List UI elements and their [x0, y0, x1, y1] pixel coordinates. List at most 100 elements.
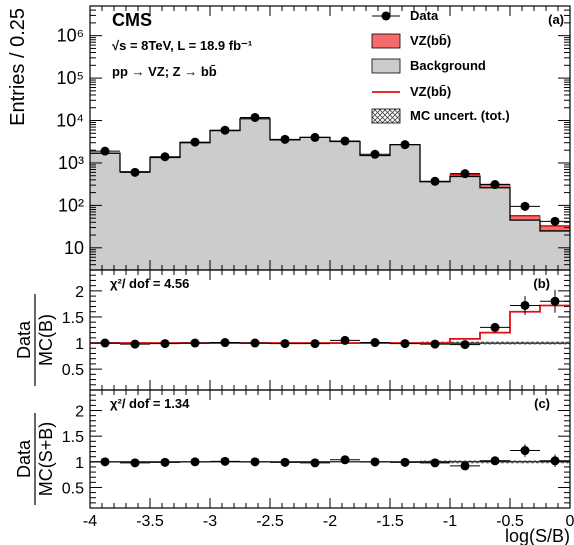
background-bar	[480, 187, 510, 270]
ytick-label: 1.5	[62, 429, 84, 446]
ratio-point	[340, 455, 350, 465]
ytick-label-a: 10⁶	[57, 26, 84, 46]
xtick-label: -2.5	[256, 513, 284, 530]
ratio-point	[370, 338, 380, 348]
legend-entry: VZ(bb̄)	[410, 33, 451, 48]
xtick-label: -0.5	[496, 513, 524, 530]
data-point	[370, 149, 380, 159]
ratio-point	[460, 340, 470, 350]
background-bar	[540, 230, 570, 270]
panel-tag-a: (a)	[548, 12, 564, 27]
xlabel: log(S/B)	[505, 526, 570, 545]
ylabel-a: Entries / 0.25	[7, 8, 29, 126]
ytick-label: 1	[75, 455, 84, 472]
xtick-label: -4	[83, 513, 97, 530]
background-bar	[150, 157, 180, 270]
xtick-label: -2	[323, 513, 337, 530]
ytick-label: 0.5	[62, 362, 84, 379]
ratio-point	[100, 457, 110, 467]
panel-tag: (c)	[534, 396, 550, 411]
ratio-point	[310, 339, 320, 349]
background-bar	[450, 176, 480, 270]
ratio-point	[520, 300, 530, 310]
data-point	[430, 176, 440, 186]
background-bar	[210, 130, 240, 270]
chi2-annotation: χ²/ dof = 1.34	[110, 396, 190, 411]
background-bar	[180, 142, 210, 270]
data-point	[520, 201, 530, 211]
legend-entry: Background	[410, 58, 486, 73]
xtick-label: -1.5	[376, 513, 404, 530]
ratio-point	[460, 461, 470, 471]
ytick-label-a: 10⁴	[56, 111, 84, 131]
data-point	[250, 112, 260, 122]
data-point	[310, 132, 320, 142]
ratio-point	[130, 458, 140, 468]
data-point	[490, 180, 500, 190]
ytick-label: 1.5	[62, 310, 84, 327]
ylabel-denominator: MC(B)	[36, 314, 56, 366]
legend-entry: MC uncert. (tot.)	[410, 108, 510, 123]
legend-uncert-swatch	[371, 108, 401, 124]
data-point	[220, 125, 230, 135]
ratio-point	[310, 458, 320, 468]
ratio-point	[520, 446, 530, 456]
ratio-point	[250, 457, 260, 467]
ytick-label-a: 10	[64, 238, 84, 258]
ylabel-numerator: Data	[14, 439, 34, 478]
ratio-point	[160, 457, 170, 467]
data-point	[100, 146, 110, 156]
process-label: pp → VZ; Z → bb̄	[112, 64, 217, 79]
background-bar	[360, 155, 390, 270]
background-bar	[420, 181, 450, 270]
signal-bar	[539, 225, 571, 232]
ratio-point	[250, 338, 260, 348]
background-bar	[240, 118, 270, 270]
ratio-point	[550, 296, 560, 306]
background-bar	[270, 139, 300, 270]
ratio-point	[100, 338, 110, 348]
ylabel-denominator: MC(S+B)	[36, 422, 56, 497]
background-outline	[90, 118, 570, 232]
data-point	[280, 134, 290, 144]
ytick-label: 0.5	[62, 480, 84, 497]
ratio-point	[490, 322, 500, 332]
legend-data-marker	[381, 11, 391, 21]
ratio-point	[340, 335, 350, 345]
ratio-point	[220, 338, 230, 348]
background-bar	[300, 137, 330, 270]
background-bar	[120, 171, 150, 270]
data-point	[460, 169, 470, 179]
ytick-label-a: 10²	[58, 195, 84, 215]
ratio-point	[400, 457, 410, 467]
ratio-point	[430, 458, 440, 468]
legend-background-swatch	[371, 58, 401, 74]
xtick-label: -1	[443, 513, 457, 530]
data-point	[400, 140, 410, 150]
ratio-point	[190, 457, 200, 467]
panel-tag: (b)	[533, 276, 550, 291]
cms-label: CMS	[112, 10, 152, 30]
legend-entry: VZ(bb̄)	[410, 84, 451, 99]
ratio-point	[220, 456, 230, 466]
ratio-point	[280, 339, 290, 349]
data-point	[160, 152, 170, 162]
xtick-label: -3	[203, 513, 217, 530]
xtick-label: -3.5	[136, 513, 164, 530]
ratio-point	[190, 338, 200, 348]
chi2-annotation: χ²/ dof = 4.56	[110, 276, 189, 291]
ytick-label-a: 10⁵	[57, 68, 84, 88]
ytick-label: 1	[75, 336, 84, 353]
ratio-point	[400, 339, 410, 349]
energy-label: √s = 8TeV, L = 18.9 fb⁻¹	[112, 38, 252, 53]
data-point	[130, 167, 140, 177]
ratio-point	[490, 456, 500, 466]
data-point	[190, 137, 200, 147]
data-point	[550, 216, 560, 226]
xtick-label: 0	[566, 513, 574, 530]
ytick-label: 2	[75, 404, 84, 421]
ratio-point	[130, 339, 140, 349]
data-point	[340, 136, 350, 146]
ylabel-numerator: Data	[14, 320, 34, 359]
